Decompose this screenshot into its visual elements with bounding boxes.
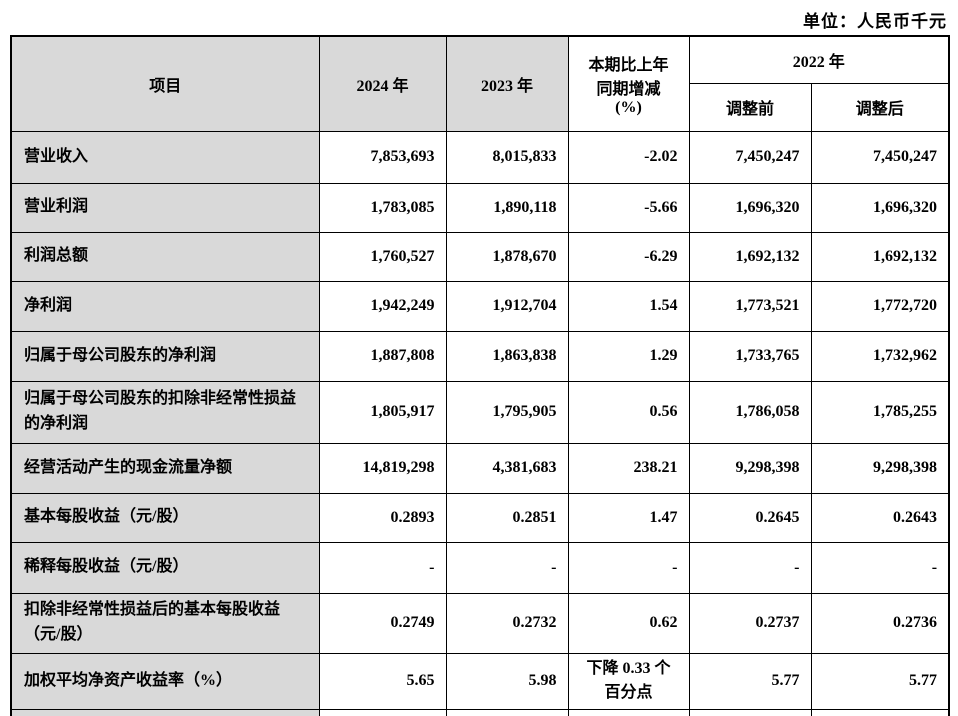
- value-2022-after: 1,785,255: [810, 380, 950, 444]
- value-2024: [318, 708, 447, 716]
- value-2022-before: 1,773,521: [688, 280, 812, 332]
- row-label: 归属于母公司股东的净利润: [10, 330, 320, 382]
- value-2022-before: 9,298,398: [688, 442, 812, 494]
- row-label: 利润总额: [10, 231, 320, 282]
- value-2022-after: 0.2643: [810, 492, 950, 543]
- table-row: 经营活动产生的现金流量净额 14,819,298 4,381,683 238.2…: [10, 442, 950, 494]
- value-2022-before: 7,450,247: [688, 130, 812, 184]
- value-change: -6.29: [567, 231, 690, 282]
- value-2022-after: 1,732,962: [810, 330, 950, 382]
- value-2023: 1,795,905: [445, 380, 569, 444]
- header-2024: 2024 年: [318, 35, 447, 132]
- value-2024: 1,783,085: [318, 182, 447, 233]
- value-2022-before: 1,696,320: [688, 182, 812, 233]
- value-2022-before: -: [688, 541, 812, 594]
- value-2022-after: 9,298,398: [810, 442, 950, 494]
- value-2022-after: 1,692,132: [810, 231, 950, 282]
- table-row: 扣除非经常性损益后的基本每股收益（元/股） 0.2749 0.2732 0.62…: [10, 592, 950, 654]
- value-change: 1.29: [567, 330, 690, 382]
- value-change: [567, 708, 690, 716]
- row-label: 经营活动产生的现金流量净额: [10, 442, 320, 494]
- value-2023: 1,863,838: [445, 330, 569, 382]
- value-2024: 0.2893: [318, 492, 447, 543]
- table-header: 项目 2024 年 2023 年 本期比上年 同期增减 (%) 2022 年 调…: [10, 35, 950, 132]
- value-2024: -: [318, 541, 447, 594]
- value-2024: 1,760,527: [318, 231, 447, 282]
- table-row: 营业收入 7,853,693 8,015,833 -2.02 7,450,247…: [10, 130, 950, 184]
- row-label: 基本每股收益（元/股）: [10, 492, 320, 543]
- value-2023: 4,381,683: [445, 442, 569, 494]
- value-change: -: [567, 541, 690, 594]
- value-change: -5.66: [567, 182, 690, 233]
- value-2022-after: [810, 708, 950, 716]
- value-2022-before: [688, 708, 812, 716]
- table-row-partial: [10, 708, 950, 716]
- value-2022-after: 1,772,720: [810, 280, 950, 332]
- value-change: 0.56: [567, 380, 690, 444]
- table-row: 基本每股收益（元/股） 0.2893 0.2851 1.47 0.2645 0.…: [10, 492, 950, 543]
- header-2022-after: 调整后: [810, 82, 950, 132]
- value-change: 1.47: [567, 492, 690, 543]
- value-2024: 5.65: [318, 652, 447, 710]
- value-change: 1.54: [567, 280, 690, 332]
- header-item: 项目: [10, 35, 320, 132]
- value-2023: 0.2732: [445, 592, 569, 654]
- value-2022-after: -: [810, 541, 950, 594]
- header-2022: 2022 年: [688, 35, 950, 84]
- row-label: 净利润: [10, 280, 320, 332]
- value-2024: 1,887,808: [318, 330, 447, 382]
- value-2024: 0.2749: [318, 592, 447, 654]
- financial-summary-table: 项目 2024 年 2023 年 本期比上年 同期增减 (%) 2022 年 调…: [10, 35, 951, 716]
- row-label: 营业利润: [10, 182, 320, 233]
- value-2022-after: 0.2736: [810, 592, 950, 654]
- value-change: 0.62: [567, 592, 690, 654]
- value-2022-before: 1,786,058: [688, 380, 812, 444]
- value-2022-before: 5.77: [688, 652, 812, 710]
- table-row: 营业利润 1,783,085 1,890,118 -5.66 1,696,320…: [10, 182, 950, 233]
- value-2023: 0.2851: [445, 492, 569, 543]
- table-row: 稀释每股收益（元/股） - - - - -: [10, 541, 950, 594]
- value-2022-before: 0.2737: [688, 592, 812, 654]
- value-2023: 1,912,704: [445, 280, 569, 332]
- value-2023: -: [445, 541, 569, 594]
- value-2023: 1,878,670: [445, 231, 569, 282]
- header-2023: 2023 年: [445, 35, 569, 132]
- value-2024: 14,819,298: [318, 442, 447, 494]
- row-label: 稀释每股收益（元/股）: [10, 541, 320, 594]
- table-row: 利润总额 1,760,527 1,878,670 -6.29 1,692,132…: [10, 231, 950, 282]
- value-2022-before: 1,692,132: [688, 231, 812, 282]
- value-2022-before: 0.2645: [688, 492, 812, 543]
- row-label: 归属于母公司股东的扣除非经常性损益的净利润: [10, 380, 320, 444]
- value-2023: [445, 708, 569, 716]
- table-row: 归属于母公司股东的扣除非经常性损益的净利润 1,805,917 1,795,90…: [10, 380, 950, 444]
- value-2024: 1,805,917: [318, 380, 447, 444]
- header-change: 本期比上年 同期增减 (%): [567, 35, 690, 132]
- row-label: 扣除非经常性损益后的基本每股收益（元/股）: [10, 592, 320, 654]
- table-body: 营业收入 7,853,693 8,015,833 -2.02 7,450,247…: [10, 130, 950, 716]
- unit-label: 单位：人民币千元: [803, 12, 947, 31]
- value-2023: 1,890,118: [445, 182, 569, 233]
- table-row: 净利润 1,942,249 1,912,704 1.54 1,773,521 1…: [10, 280, 950, 332]
- value-2022-after: 7,450,247: [810, 130, 950, 184]
- value-change: 238.21: [567, 442, 690, 494]
- value-2022-before: 1,733,765: [688, 330, 812, 382]
- header-2022-before: 调整前: [688, 82, 812, 132]
- row-label: 营业收入: [10, 130, 320, 184]
- value-2022-after: 5.77: [810, 652, 950, 710]
- value-2023: 5.98: [445, 652, 569, 710]
- value-2023: 8,015,833: [445, 130, 569, 184]
- table-row: 加权平均净资产收益率（%） 5.65 5.98 下降 0.33 个 百分点 5.…: [10, 652, 950, 710]
- value-2022-after: 1,696,320: [810, 182, 950, 233]
- value-2024: 1,942,249: [318, 280, 447, 332]
- row-label: 加权平均净资产收益率（%）: [10, 652, 320, 710]
- value-2024: 7,853,693: [318, 130, 447, 184]
- table-row: 归属于母公司股东的净利润 1,887,808 1,863,838 1.29 1,…: [10, 330, 950, 382]
- row-label: [10, 708, 320, 716]
- value-change: -2.02: [567, 130, 690, 184]
- value-change: 下降 0.33 个 百分点: [567, 652, 690, 710]
